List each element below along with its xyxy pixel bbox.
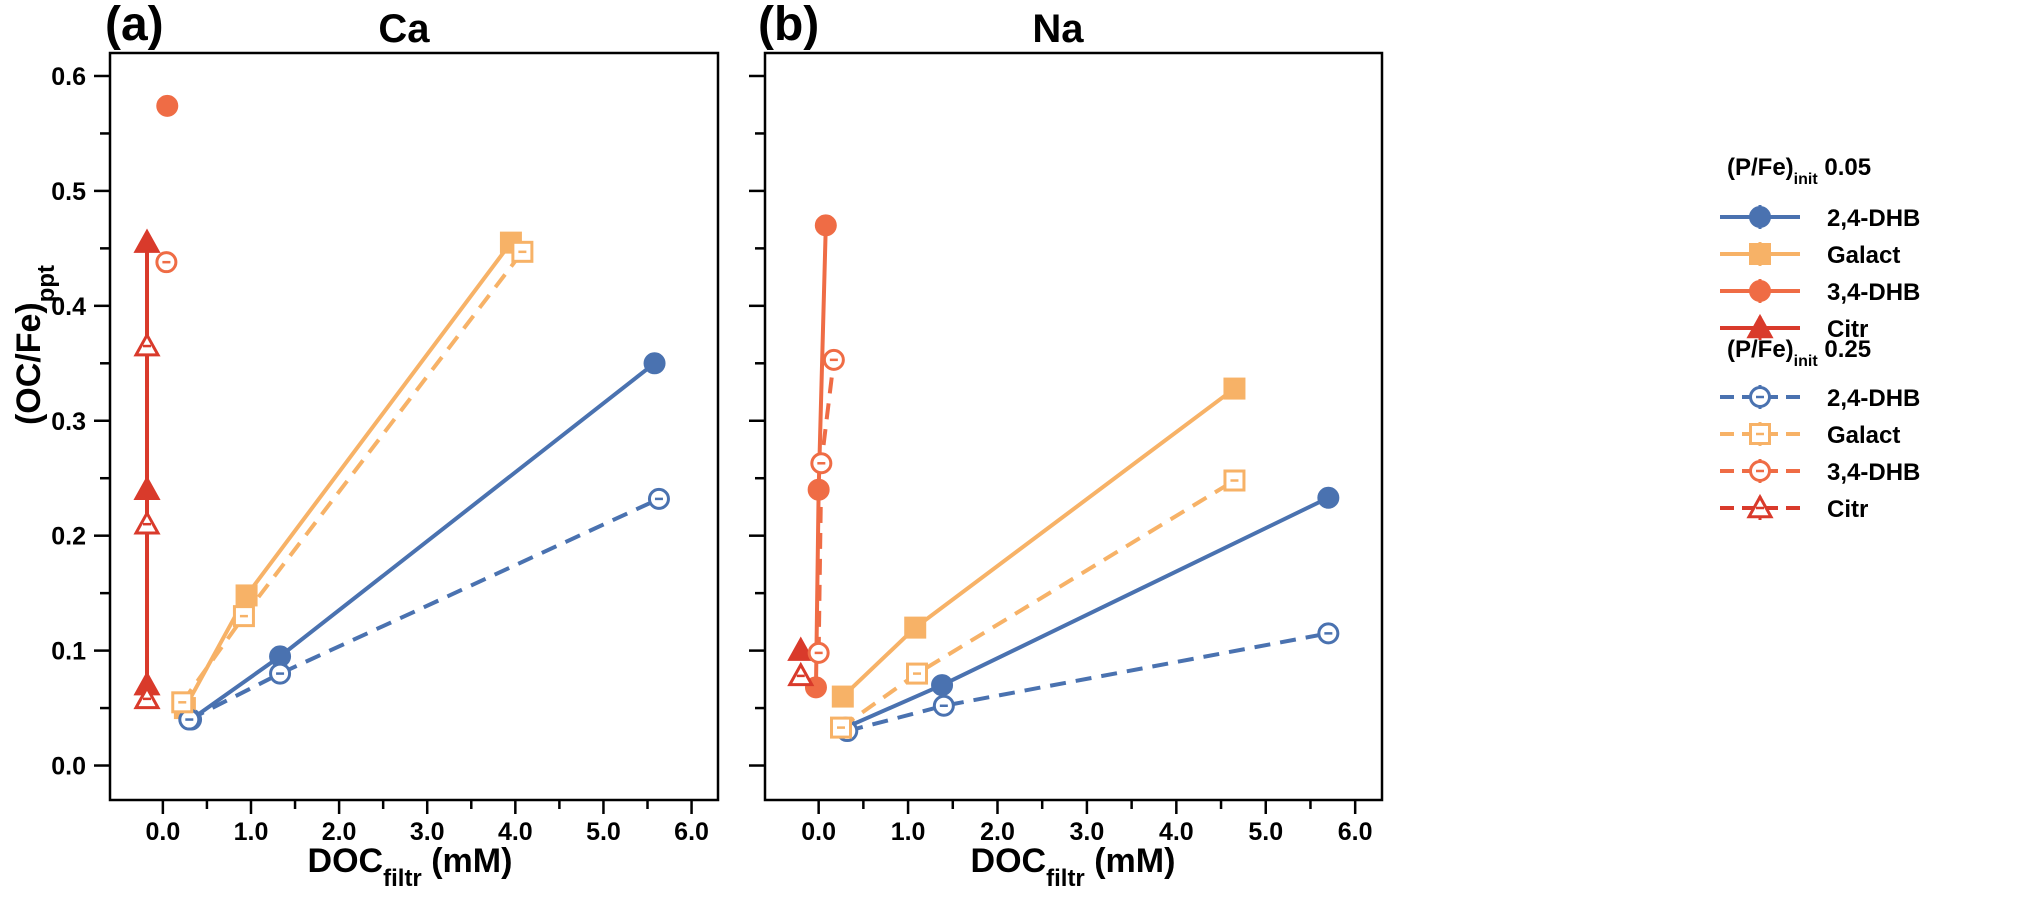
data-point-0-2 [643, 352, 666, 375]
x-tick-label: 4.0 [1159, 818, 1194, 846]
x-tick-label: 4.0 [498, 818, 533, 846]
legend-header-2: (P/Fe)init 0.25 [1727, 336, 1871, 370]
data-point-1-2 [1223, 377, 1246, 400]
x-tick-label: 6.0 [1338, 818, 1373, 846]
x-tick-label: 1.0 [891, 818, 926, 846]
x-tick-label: 2.0 [322, 818, 357, 846]
legend-item: Citr [1720, 313, 1868, 343]
panel-letter-a: (a) [105, 0, 164, 51]
legend-item: 2,4-DHB [1720, 385, 1920, 412]
data-point-3-0 [787, 636, 815, 661]
data-point-2-0 [156, 94, 179, 117]
panel-letter-b: (b) [758, 0, 819, 51]
data-point-1-0 [831, 685, 854, 708]
panel-a: 0.0 0.1 0.2 0.3 0.4 0.5 0.6 0.0 1.0 2.0 3.0 4.0 5.0 6… [51, 51, 720, 846]
series-line-1 [841, 386, 1236, 699]
series-line-4 [188, 497, 660, 722]
legend-label: 2,4-DHB [1827, 205, 1920, 232]
x-tick-label: 1.0 [234, 818, 269, 846]
legend: (P/Fe)init 0.05 (P/Fe)init 0.25 2,4-DHB G… [1720, 154, 1920, 523]
x-axis-title-a: DOCfiltr (mM) [308, 842, 513, 892]
y-tick-label: 0.5 [51, 178, 86, 206]
legend-item: 2,4-DHB [1720, 205, 1920, 232]
legend-item: Citr [1720, 493, 1868, 523]
legend-item: 3,4-DHB [1720, 279, 1920, 306]
y-tick-label: 0.3 [51, 408, 86, 436]
x-tick-label: 5.0 [1248, 818, 1283, 846]
plot-frame [108, 51, 720, 802]
x-tick-label: 3.0 [1070, 818, 1105, 846]
legend-marker [1749, 243, 1771, 265]
legend-header-1: (P/Fe)init 0.05 [1727, 154, 1871, 188]
legend-label: Galact [1827, 242, 1900, 269]
x-tick-label: 0.0 [801, 818, 836, 846]
legend-item: Galact [1720, 242, 1900, 269]
legend-item: Galact [1720, 422, 1900, 449]
series-line-4 [846, 631, 1329, 733]
x-tick-label: 6.0 [674, 818, 709, 846]
panel-title-b: Na [1032, 7, 1084, 51]
legend-label: Citr [1827, 496, 1868, 523]
data-point-0-1 [931, 674, 954, 697]
legend-label: 2,4-DHB [1827, 385, 1920, 412]
data-point-2-1 [807, 478, 830, 501]
legend-label: 3,4-DHB [1827, 459, 1920, 486]
x-tick-label: 5.0 [586, 818, 621, 846]
series-line-5 [180, 250, 524, 704]
data-point-2-2 [814, 214, 837, 237]
data-point-1-1 [235, 584, 258, 607]
data-point-1-1 [904, 616, 927, 639]
x-tick-label: 0.0 [145, 818, 180, 846]
series-line-5 [839, 478, 1236, 730]
data-point-0-2 [1317, 486, 1340, 509]
plot-frame [763, 51, 1384, 802]
data-point-3-2 [133, 228, 161, 253]
y-tick-label: 0.6 [51, 63, 86, 91]
legend-item: 3,4-DHB [1720, 459, 1920, 486]
legend-marker [1746, 313, 1774, 339]
x-tick-label: 3.0 [410, 818, 445, 846]
y-tick-label: 0.0 [51, 753, 86, 781]
series-line-0 [844, 495, 1330, 730]
legend-label: 3,4-DHB [1827, 279, 1920, 306]
y-tick-label: 0.1 [51, 638, 86, 666]
series-line-0 [189, 361, 656, 722]
series-line-1 [183, 241, 513, 710]
legend-marker [1749, 280, 1771, 302]
panel-b: 0.0 1.0 2.0 3.0 4.0 5.0 6.0 [749, 51, 1384, 846]
y-axis-title: (OC/Fe)ppt [10, 265, 60, 425]
y-tick-label: 0.2 [51, 523, 86, 551]
panel-title-a: Ca [378, 7, 430, 51]
x-tick-label: 2.0 [980, 818, 1015, 846]
legend-label: Citr [1827, 316, 1868, 343]
legend-label: Galact [1827, 422, 1900, 449]
y-tick-label: 0.4 [51, 293, 86, 321]
x-axis-title-b: DOCfiltr (mM) [971, 842, 1176, 892]
legend-marker [1749, 206, 1771, 228]
